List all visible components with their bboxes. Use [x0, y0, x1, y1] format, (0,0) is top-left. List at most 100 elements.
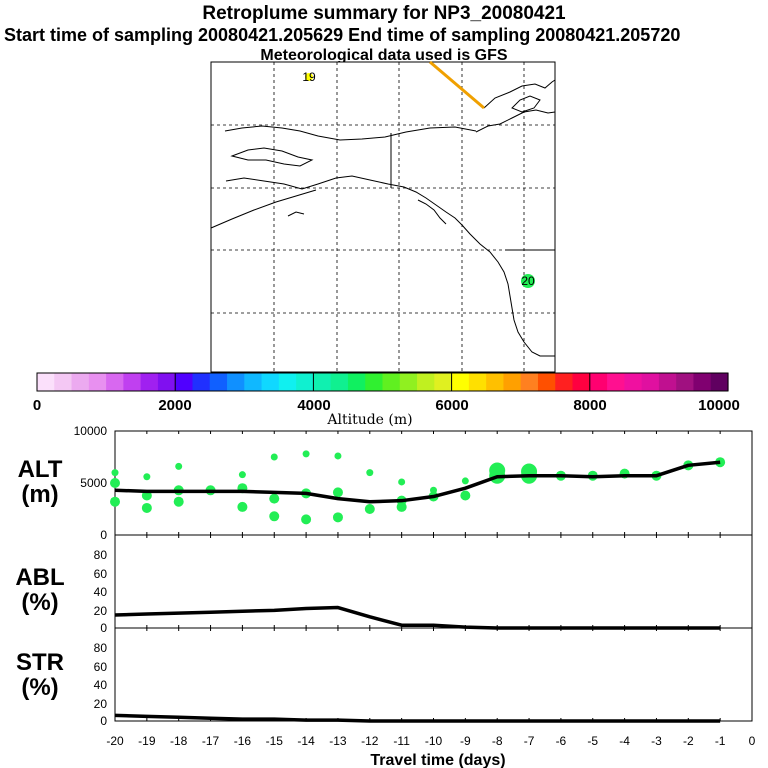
alt-spread-dot: [237, 501, 248, 512]
x-tick-label: -7: [524, 734, 535, 748]
alt-spread-dot: [269, 493, 280, 504]
alt-spread-dot: [332, 512, 343, 523]
alt-spread-dot: [141, 502, 152, 513]
alt-ytick-5000: 5000: [80, 476, 107, 490]
str-panel-label: STR: [16, 649, 64, 676]
abl-panel-label: ABL: [15, 564, 64, 591]
alt-spread-dot: [110, 478, 120, 488]
x-tick-label: -13: [329, 734, 347, 748]
x-tick-label: -15: [266, 734, 284, 748]
colorbar-cell: [434, 373, 453, 391]
alt-spread-dot: [175, 462, 183, 470]
alt-panel-unit: (m): [21, 481, 58, 508]
colorbar-tick-6000: 6000: [435, 397, 468, 414]
colorbar-cell: [71, 373, 90, 391]
colorbar-axis-label: Altitude (m): [326, 412, 412, 428]
colorbar-cell: [537, 373, 556, 391]
x-tick-label: -12: [361, 734, 379, 748]
alt-spread-dot: [238, 471, 246, 479]
colorbar-cell: [468, 373, 487, 391]
colorbar-cell: [296, 373, 314, 391]
x-tick-label: -6: [556, 734, 567, 748]
colorbar-cell: [209, 373, 228, 391]
colorbar-cell: [192, 373, 211, 391]
colorbar-cell: [624, 373, 643, 391]
str-panel-frame: [114, 627, 753, 722]
alt-spread-dot: [301, 514, 312, 525]
alt-series-line: [114, 460, 721, 504]
day-20-marker: [521, 274, 535, 288]
colorbar-cell: [658, 373, 677, 391]
colorbar-cell: [330, 373, 349, 391]
colorbar-cell: [451, 373, 470, 391]
abl-ytick-0: 0: [100, 621, 107, 635]
colorbar-cell: [710, 373, 729, 391]
abl-panel-frame: [114, 534, 753, 629]
x-tick-label: -17: [202, 734, 220, 748]
colorbar-cell: [486, 373, 505, 391]
str-ytick-20: 20: [94, 697, 108, 711]
x-tick-label: -10: [425, 734, 443, 748]
alt-ytick-0: 0: [100, 528, 107, 542]
abl-panel-unit: (%): [21, 589, 58, 616]
abl-series-line: [114, 605, 721, 630]
colorbar-tick-10000: 10000: [698, 397, 740, 414]
colorbar-cell: [261, 373, 280, 391]
colorbar-cell: [227, 373, 245, 391]
alt-spread-dot: [398, 478, 406, 486]
colorbar-cell: [313, 373, 332, 391]
colorbar-cell: [54, 373, 73, 391]
alt-ytick-10000: 10000: [74, 424, 108, 438]
colorbar-cell: [641, 373, 660, 391]
alt-spread-dot: [111, 469, 119, 477]
x-tick-label: -2: [683, 734, 694, 748]
colorbar-cell: [88, 373, 107, 391]
coastlines: [210, 79, 556, 357]
alt-spread-dot: [173, 496, 184, 507]
colorbar-cell: [503, 373, 522, 391]
abl-ytick-40: 40: [94, 585, 108, 599]
colorbar-cell: [589, 373, 608, 391]
colorbar-cell: [140, 373, 159, 391]
colorbar-cell: [555, 373, 574, 391]
alt-spread-dot: [302, 450, 310, 458]
alt-spread-dot: [364, 504, 375, 514]
colorbar-cell: [157, 373, 176, 391]
day-19-label: 19: [302, 70, 316, 84]
alt-spread-dot: [143, 473, 151, 481]
colorbar-cell: [676, 373, 695, 391]
x-tick-label: -1: [715, 734, 726, 748]
colorbar-cell: [244, 373, 263, 391]
x-tick-label: -8: [492, 734, 503, 748]
colorbar-cell: [106, 373, 124, 391]
colorbar-cell: [693, 373, 712, 391]
sampling-times: Start time of sampling 20080421.205629 E…: [4, 25, 681, 45]
map-panel: 19 20: [210, 60, 556, 373]
met-data-line: Meteorological data used is GFS: [260, 47, 508, 64]
x-tick-label: -16: [234, 734, 252, 748]
chart-title: Retroplume summary for NP3_20080421: [202, 3, 566, 24]
str-ytick-80: 80: [94, 641, 108, 655]
abl-ytick-20: 20: [94, 604, 108, 618]
x-tick-label: -20: [106, 734, 124, 748]
x-tick-label: -4: [619, 734, 630, 748]
colorbar-cell: [382, 373, 401, 391]
x-axis-label: Travel time (days): [370, 752, 505, 768]
colorbar-cell: [607, 373, 625, 391]
str-panel-unit: (%): [21, 674, 58, 701]
alt-spread-dot: [110, 496, 120, 507]
x-tick-label: -18: [170, 734, 188, 748]
x-tick-label: -5: [587, 734, 598, 748]
alt-panel-label: ALT: [18, 456, 63, 483]
str-ytick-0: 0: [100, 714, 107, 728]
colorbar-cell: [278, 373, 297, 391]
colorbar-tick-4000: 4000: [297, 397, 330, 414]
colorbar-cell: [572, 373, 591, 391]
x-tick-label: -3: [651, 734, 662, 748]
colorbar-cell: [365, 373, 384, 391]
alt-spread-dot: [269, 511, 280, 522]
colorbar-cell: [417, 373, 435, 391]
colorbar-cell: [175, 373, 194, 391]
colorbar-cell: [347, 373, 366, 391]
alt-spread-dot: [270, 453, 278, 461]
